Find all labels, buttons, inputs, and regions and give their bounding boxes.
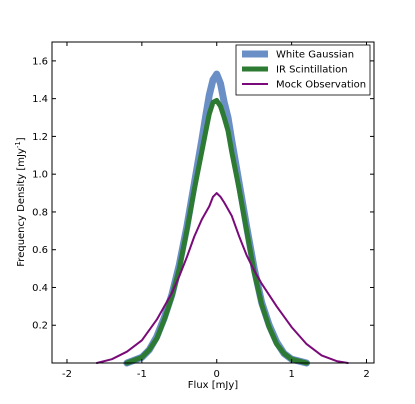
series-line-mock-observation bbox=[95, 192, 349, 364]
legend-label-mock-observation: Mock Observation bbox=[276, 80, 366, 91]
y-tick-label: 1.2 bbox=[32, 132, 48, 143]
y-tick-label: 0.4 bbox=[32, 283, 48, 294]
x-axis-title: Flux [mJy] bbox=[188, 380, 238, 391]
plot-lines bbox=[95, 70, 349, 367]
x-tick-label: -1 bbox=[137, 369, 147, 380]
x-tick-label: -2 bbox=[62, 369, 72, 380]
y-tick-label: 0.8 bbox=[32, 207, 48, 218]
y-tick-label: 1.6 bbox=[32, 56, 48, 67]
x-tick-label: 2 bbox=[363, 369, 369, 380]
legend-label-ir-scintillation: IR Scintillation bbox=[276, 65, 348, 76]
y-tick-label: 1.4 bbox=[32, 94, 48, 105]
legend-label-white-gaussian: White Gaussian bbox=[276, 50, 354, 61]
x-tick-label: 0 bbox=[214, 369, 220, 380]
y-axis-title: Frequency Density [mJy-1] bbox=[14, 137, 27, 267]
y-axis-title-sup: -1 bbox=[14, 141, 22, 148]
axis-ticks: -2 -1 0 1 2 0.2 0.4 0.6 0.8 1.0 1.2 1.4 1.6 bbox=[32, 42, 374, 380]
y-axis-title-close: ] bbox=[16, 137, 27, 141]
y-tick-label: 0.6 bbox=[32, 245, 48, 256]
series-line-ir-scintillation bbox=[124, 98, 310, 366]
plot-frame bbox=[51, 41, 375, 364]
legend: White Gaussian IR Scintillation Mock Obs… bbox=[235, 44, 371, 96]
x-tick-label: 1 bbox=[288, 369, 294, 380]
y-tick-label: 0.2 bbox=[32, 321, 48, 332]
y-axis-title-main: Frequency Density [mJy bbox=[16, 148, 27, 267]
y-tick-label: 1.0 bbox=[32, 170, 48, 181]
